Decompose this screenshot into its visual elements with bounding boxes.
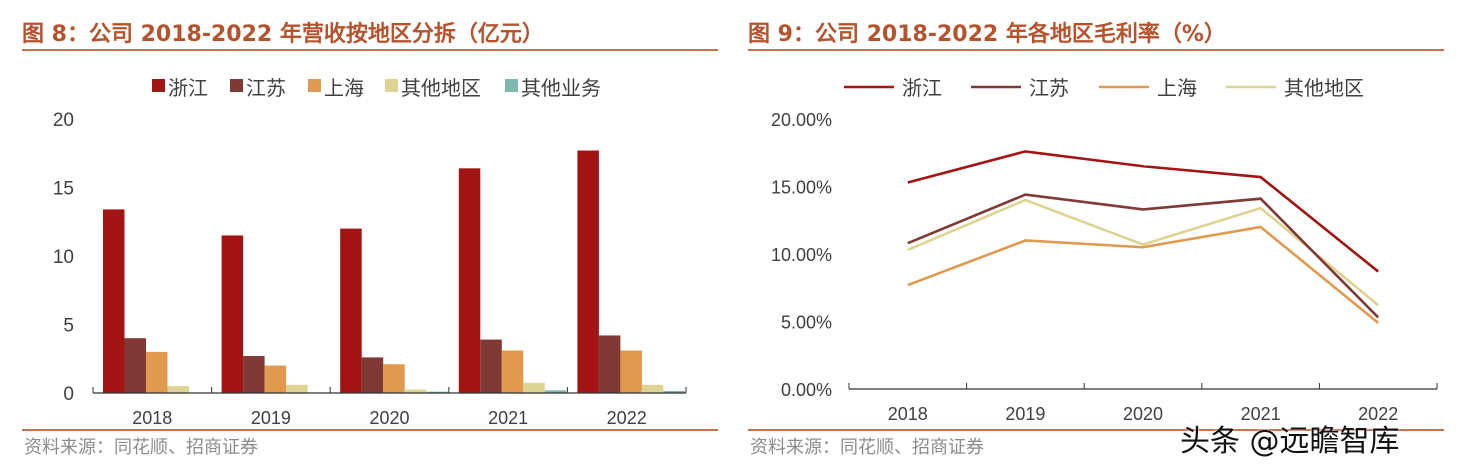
legend-label: 浙江 xyxy=(902,77,942,100)
legend-swatch xyxy=(505,79,518,92)
bar xyxy=(146,351,168,393)
legend-label: 其他业务 xyxy=(521,77,601,100)
x-tick-label: 2018 xyxy=(888,404,928,424)
series-line-4 xyxy=(907,198,1380,307)
legend-label: 其他地区 xyxy=(1284,77,1364,100)
y-tick-label: 20.00% xyxy=(771,110,832,130)
bar xyxy=(124,338,146,393)
x-tick-label: 2018 xyxy=(132,408,172,428)
bar xyxy=(641,384,664,393)
chart2-source: 资料来源：同花顺、招商证券 xyxy=(750,437,984,458)
chart2-title: 图 9：公司 2018-2022 年各地区毛利率（%） xyxy=(748,22,1226,47)
bar xyxy=(544,390,567,393)
x-tick-label: 2020 xyxy=(1123,404,1163,424)
bar xyxy=(340,228,362,393)
legend-label: 江苏 xyxy=(1029,77,1069,100)
bar xyxy=(598,335,621,393)
bar xyxy=(286,384,308,393)
bar xyxy=(264,365,287,393)
bar xyxy=(167,386,189,393)
y-tick-label: 0 xyxy=(63,384,74,405)
bar xyxy=(103,209,125,393)
chart1-source: 资料来源：同花顺、招商证券 xyxy=(24,437,258,458)
bar xyxy=(523,382,545,393)
bar xyxy=(404,389,427,393)
bar xyxy=(221,235,244,393)
x-tick-label: 2022 xyxy=(607,408,647,428)
series-line-2 xyxy=(907,193,1380,319)
chart2-source-rule xyxy=(748,429,1444,431)
series-line-3 xyxy=(907,225,1380,324)
legend-label: 上海 xyxy=(1157,77,1197,100)
bar xyxy=(458,168,481,393)
bar xyxy=(663,390,685,393)
bar xyxy=(501,350,524,393)
legend-swatch xyxy=(385,79,398,92)
line-chart: 0.00% 5.00% 10.00% 15.00% 20.00% 2018 2019 2020… xyxy=(771,77,1438,424)
y-tick-label: 0.00% xyxy=(781,380,832,400)
chart2-title-rule xyxy=(748,49,1444,51)
x-tick-label: 2019 xyxy=(1005,404,1045,424)
bar xyxy=(243,356,265,393)
watermark: 头条 @远瞻智库 xyxy=(1180,424,1400,459)
legend-swatch xyxy=(308,79,321,92)
legend-label: 其他地区 xyxy=(401,77,481,100)
bar xyxy=(426,391,448,393)
x-tick-label: 2022 xyxy=(1358,404,1398,424)
legend-label: 上海 xyxy=(324,77,364,100)
bar xyxy=(620,350,642,393)
chart1-title: 图 8：公司 2018-2022 年营收按地区分拆（亿元） xyxy=(22,22,544,47)
x-tick-label: 2019 xyxy=(251,408,291,428)
y-tick-label: 5.00% xyxy=(781,313,832,333)
chart1-source-rule xyxy=(22,429,718,431)
legend-swatch xyxy=(230,79,243,92)
y-tick-label: 20 xyxy=(53,110,74,131)
chart1-title-rule xyxy=(22,49,718,51)
bar xyxy=(577,150,599,393)
x-tick-label: 2021 xyxy=(488,408,528,428)
y-tick-label: 10.00% xyxy=(771,245,832,265)
y-tick-label: 15 xyxy=(53,179,74,200)
bar xyxy=(361,357,384,393)
bar xyxy=(383,364,405,393)
bar xyxy=(480,339,502,393)
legend-swatch xyxy=(152,79,165,92)
series-line-1 xyxy=(907,150,1380,273)
y-tick-label: 15.00% xyxy=(771,178,832,198)
y-tick-label: 10 xyxy=(53,247,74,268)
x-tick-label: 2020 xyxy=(369,408,409,428)
legend-label: 浙江 xyxy=(168,77,208,100)
y-tick-label: 5 xyxy=(63,316,74,337)
x-tick-label: 2021 xyxy=(1241,404,1281,424)
legend-label: 江苏 xyxy=(246,77,286,100)
bar-chart: 0 5 10 15 20 2018 2019 2020 2021 2022 浙江 江苏 上海 其他地区 其他… xyxy=(53,77,687,428)
